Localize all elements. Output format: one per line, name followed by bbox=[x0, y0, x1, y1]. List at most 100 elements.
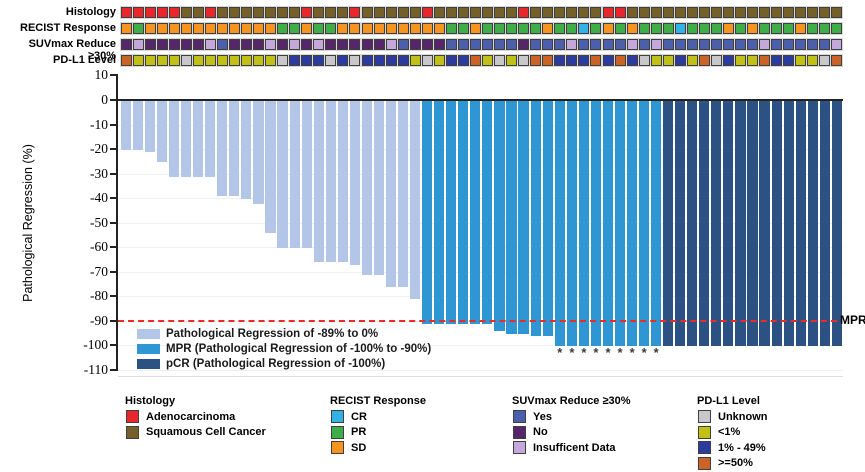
bottom-legend-label: Insufficent Data bbox=[533, 441, 616, 454]
annotation-square-pdl1 bbox=[747, 55, 759, 66]
annotation-square-suvmax bbox=[385, 39, 397, 50]
asterisk-marker: * bbox=[653, 345, 659, 360]
annotation-square-suvmax bbox=[747, 39, 759, 50]
annotation-square-histology bbox=[747, 7, 759, 18]
waterfall-bar bbox=[156, 100, 168, 162]
annotation-square-suvmax bbox=[337, 39, 349, 50]
annotation-square-pdl1 bbox=[686, 55, 698, 66]
annotation-square-pdl1 bbox=[578, 55, 590, 66]
annotation-square-histology bbox=[349, 7, 361, 18]
annotation-square-histology bbox=[265, 7, 277, 18]
annotation-square-histology bbox=[457, 7, 469, 18]
annotation-square-suvmax bbox=[228, 39, 240, 50]
waterfall-bar bbox=[470, 100, 481, 324]
annotation-square-recist bbox=[313, 23, 325, 34]
annotation-square-pdl1 bbox=[783, 55, 795, 66]
annotation-square-recist bbox=[542, 23, 554, 34]
annotation-square-recist bbox=[277, 23, 289, 34]
annotation-square-histology bbox=[216, 7, 228, 18]
y-tick-label: 0 bbox=[101, 92, 108, 107]
bottom-legend-swatch bbox=[331, 425, 344, 439]
annotation-square-histology bbox=[168, 7, 180, 18]
annotation-square-pdl1 bbox=[819, 55, 831, 66]
waterfall-bar bbox=[385, 100, 397, 288]
waterfall-bar bbox=[217, 100, 228, 197]
bottom-legend-label: SD bbox=[351, 441, 367, 454]
annotation-square-suvmax bbox=[313, 39, 325, 50]
legend-label-pcr: pCR (Pathological Regression of -100%) bbox=[166, 357, 386, 370]
y-tick-label: -70 bbox=[90, 263, 108, 279]
bottom-legend-swatch bbox=[126, 410, 139, 423]
asterisk-marker: * bbox=[641, 345, 647, 360]
y-tick bbox=[110, 319, 116, 322]
annotation-square-suvmax bbox=[289, 39, 301, 50]
annotation-square-recist bbox=[735, 23, 747, 34]
annotation-square-recist bbox=[204, 23, 216, 34]
waterfall-bar bbox=[638, 100, 650, 346]
waterfall-bar bbox=[614, 100, 626, 346]
annotation-square-histology bbox=[289, 7, 301, 18]
annotation-square-pdl1 bbox=[614, 55, 626, 66]
annotation-square-suvmax bbox=[662, 39, 674, 50]
annotation-square-histology bbox=[132, 7, 144, 18]
annotation-square-suvmax bbox=[120, 39, 132, 50]
annotation-square-histology bbox=[783, 7, 795, 18]
zero-baseline bbox=[118, 98, 843, 101]
annotation-square-histology bbox=[771, 7, 783, 18]
annotation-square-recist bbox=[385, 23, 397, 34]
annotation-square-suvmax bbox=[566, 39, 578, 50]
annotation-square-suvmax bbox=[253, 39, 265, 50]
waterfall-bar bbox=[301, 100, 312, 248]
annotation-square-histology bbox=[301, 7, 313, 18]
annotation-square-histology bbox=[506, 7, 518, 18]
y-tick-label: -80 bbox=[90, 288, 108, 304]
waterfall-bar bbox=[446, 100, 457, 324]
gridline bbox=[118, 296, 843, 298]
waterfall-bar bbox=[241, 100, 252, 199]
bottom-legend-label: Yes bbox=[533, 410, 552, 423]
annotation-square-histology bbox=[253, 7, 265, 18]
waterfall-bar bbox=[361, 100, 372, 275]
annotation-square-pdl1 bbox=[482, 55, 493, 66]
annotation-square-suvmax bbox=[265, 39, 277, 50]
annotation-square-pdl1 bbox=[277, 55, 289, 66]
annotation-square-recist bbox=[361, 23, 373, 34]
waterfall-bar bbox=[144, 100, 156, 153]
bottom-legend-swatch bbox=[698, 456, 711, 470]
y-axis-title: Pathological Regression (%) bbox=[21, 144, 35, 302]
annotation-square-recist bbox=[216, 23, 228, 34]
annotation-square-pdl1 bbox=[771, 55, 783, 66]
legend-swatch-pcr bbox=[137, 358, 160, 369]
annotation-square-histology bbox=[421, 7, 433, 18]
annotation-square-pdl1 bbox=[674, 55, 686, 66]
annotation-square-suvmax bbox=[132, 39, 144, 50]
annotation-square-suvmax bbox=[735, 39, 747, 50]
annotation-square-pdl1 bbox=[638, 55, 650, 66]
asterisk-marker: * bbox=[605, 345, 611, 360]
annotation-square-recist bbox=[469, 23, 481, 34]
annotation-square-pdl1 bbox=[723, 55, 734, 66]
annotation-square-pdl1 bbox=[204, 55, 216, 66]
annotation-square-recist bbox=[409, 23, 421, 34]
annotation-square-suvmax bbox=[144, 39, 156, 50]
waterfall-bar bbox=[193, 100, 204, 177]
annotation-square-histology bbox=[542, 7, 554, 18]
annotation-square-recist bbox=[638, 23, 650, 34]
y-tick bbox=[110, 148, 116, 151]
annotation-square-suvmax bbox=[542, 39, 554, 50]
annotation-square-histology bbox=[626, 7, 638, 18]
annotation-square-pdl1 bbox=[566, 55, 578, 66]
annotation-square-recist bbox=[253, 23, 265, 34]
waterfall-bar bbox=[181, 100, 192, 177]
waterfall-bar bbox=[373, 100, 385, 275]
waterfall-bar bbox=[169, 100, 180, 177]
waterfall-bar bbox=[602, 100, 613, 346]
waterfall-bar bbox=[795, 100, 806, 346]
bottom-legend-swatch bbox=[698, 410, 711, 423]
gridline bbox=[118, 271, 843, 273]
annotation-square-recist bbox=[144, 23, 156, 34]
mpr-line-label: MPR bbox=[840, 312, 865, 327]
annotation-square-suvmax bbox=[216, 39, 228, 50]
annotation-square-recist bbox=[819, 23, 831, 34]
